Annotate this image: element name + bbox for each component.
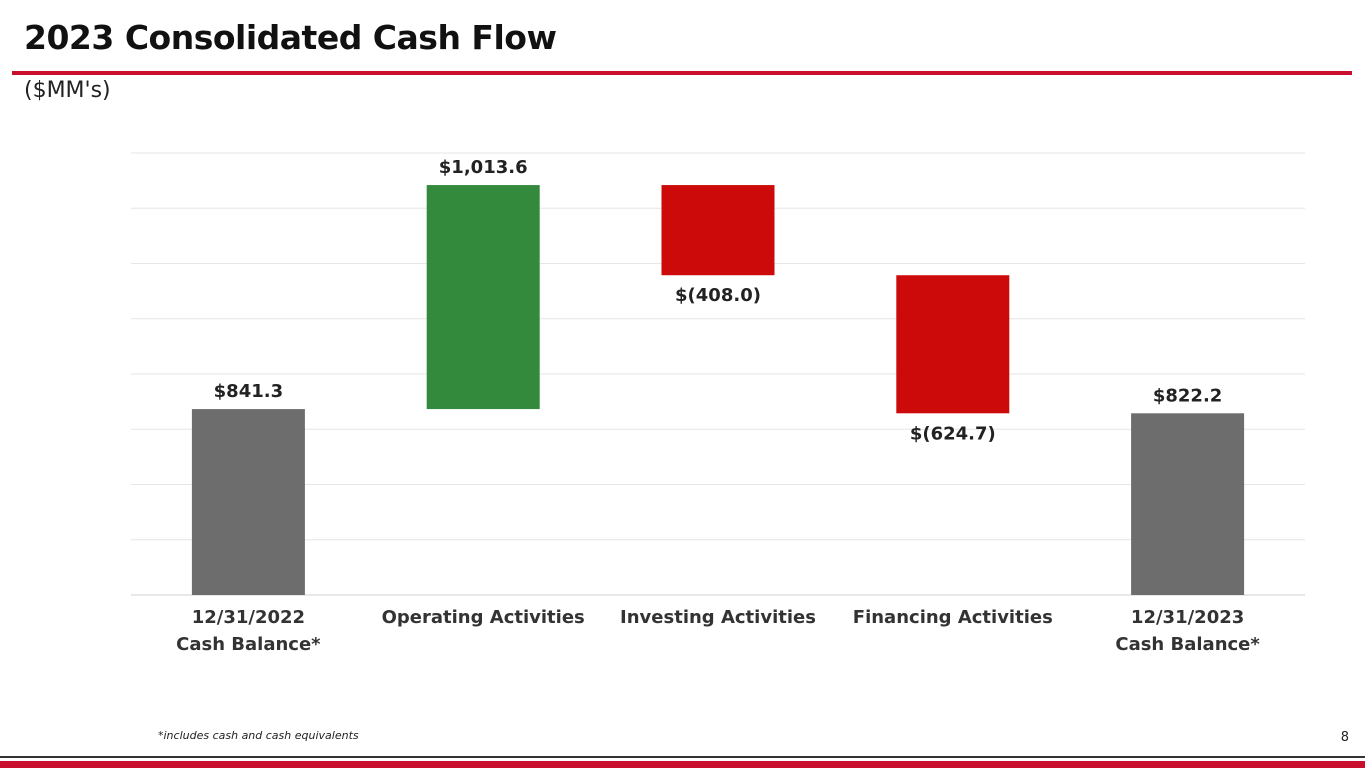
page-number: 8 xyxy=(1340,730,1349,745)
x-tick-label: 12/31/2023 Cash Balance* xyxy=(1115,607,1260,655)
value-label: $1,013.6 xyxy=(439,157,528,178)
x-tick-label: 12/31/2022 Cash Balance* xyxy=(176,607,321,655)
x-tick-label: Investing Activities xyxy=(620,607,816,628)
title-rule xyxy=(12,71,1352,75)
bar xyxy=(661,185,775,276)
value-label: $841.3 xyxy=(214,381,283,402)
slide-title: 2023 Consolidated Cash Flow xyxy=(24,18,557,57)
bar xyxy=(896,275,1010,414)
bar xyxy=(1131,413,1245,595)
x-tick-label: Operating Activities xyxy=(381,607,585,628)
value-label: $(624.7) xyxy=(910,423,996,444)
bottom-band xyxy=(0,761,1365,768)
bar xyxy=(191,409,305,595)
bottom-rule xyxy=(0,756,1365,758)
value-label: $(408.0) xyxy=(675,285,761,306)
bar xyxy=(426,185,540,410)
value-label: $822.2 xyxy=(1153,385,1222,406)
subtitle: ($MM's) xyxy=(24,78,111,103)
footnote: *includes cash and cash equivalents xyxy=(158,729,359,742)
x-tick-label: Financing Activities xyxy=(852,607,1053,628)
